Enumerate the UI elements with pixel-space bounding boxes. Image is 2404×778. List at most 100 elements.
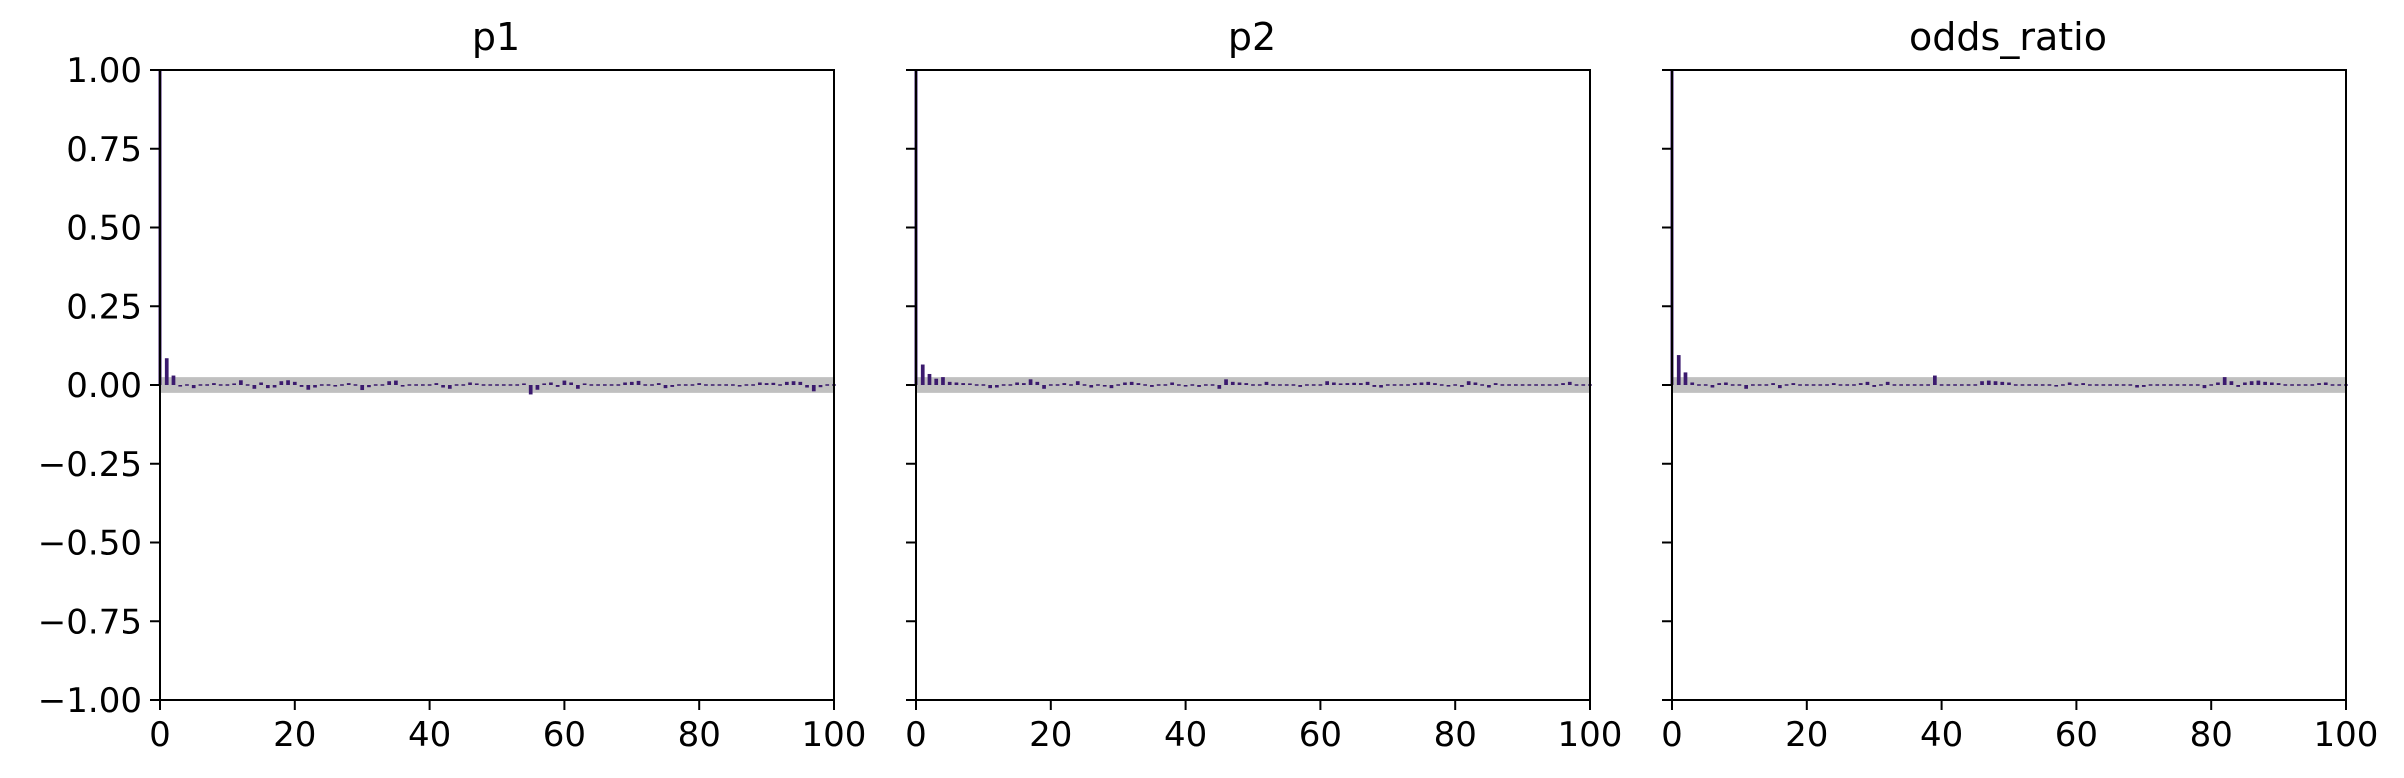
acf-bar [656,383,661,385]
acf-bar [1480,384,1485,386]
acf-bar [2067,382,2072,385]
acf-bar [1082,384,1087,386]
acf-bar [1933,375,1937,385]
acf-bar [515,384,520,386]
acf-bar [1986,380,1991,385]
y-tick-label: −1.00 [38,681,142,721]
acf-bar [941,377,945,385]
subplot-p1: p1 0 20 40 60 80 100 −1.00 −0.75 −0.50 −0.25 0.00 0… [38,15,867,755]
acf-bar [596,384,600,386]
acf-bar [731,384,735,386]
acf-bar [205,384,210,386]
acf-bar [313,385,317,388]
acf-bar [1460,385,1464,387]
acf-bar [2263,381,2267,385]
acf-bar [185,384,189,386]
acf-bar [1912,384,1917,386]
acf-bar [367,385,371,388]
acf-bar [1244,383,1249,385]
acf-bar [2135,385,2139,388]
acf-bar [2094,384,2099,386]
acf-bar [508,384,513,386]
acf-bar [2034,384,2038,386]
acf-bar [1831,383,1836,385]
acf-bar [710,384,715,386]
x-tick-label: 20 [1785,715,1828,755]
x-tick-label: 80 [678,715,721,755]
acf-bar [1453,384,1458,386]
acf-bar [481,384,486,386]
acf-bar [920,364,925,385]
acf-bar [1959,384,1964,386]
acf-bar [1818,384,1823,386]
acf-bar [784,381,789,385]
acf-bar [2189,384,2193,386]
acf-bar [825,384,830,386]
acf-bar [1271,384,1276,386]
acf-bar [704,384,708,386]
acf-bar [218,384,223,386]
acf-bar [447,385,452,389]
acf-bar [1048,384,1053,386]
acf-bar [2222,377,2227,385]
x-tick-label: 40 [1920,715,1963,755]
acf-bar [2229,381,2234,385]
acf-bar [2148,384,2153,386]
acf-bar [968,383,972,385]
acf-bar [1777,385,1782,389]
x-tick-label: 80 [2190,715,2233,755]
acf-bar [811,385,816,392]
acf-bar [1365,381,1370,385]
acf-bar [717,384,722,386]
acf-bar [1717,383,1722,385]
acf-bar [2040,384,2045,386]
acf-bar [1278,384,1282,386]
acf-bar [2121,384,2126,386]
y-tick-label: 0.75 [66,130,142,170]
acf-bar [292,381,297,385]
acf-bar [1035,381,1040,385]
acf-bar [468,382,472,385]
acf-bar [407,384,412,386]
acf-bar [1676,355,1681,385]
acf-bar [2195,384,2200,386]
acf-bar [1075,381,1080,385]
y-tick-label: 0.00 [66,366,142,406]
acf-bar [1042,385,1046,389]
acf-bar [1251,384,1255,386]
acf-bar [569,382,573,385]
acf-bar [2303,384,2308,386]
acf-bar [542,383,547,385]
acf-bar [1885,381,1890,385]
acf-bar [427,384,432,386]
acf-bar [272,385,277,388]
acf-bar [1879,384,1883,386]
acf-bar [2283,384,2288,386]
acf-bar [1540,384,1545,386]
acf-bar [2007,382,2011,385]
acf-bar [1574,384,1579,386]
acf-bar [1062,383,1067,385]
acf-bar [988,385,992,389]
acf-bar [798,381,803,385]
acf-bar [1514,384,1518,386]
subplot-title: p1 [472,15,520,59]
acf-bar [1567,381,1572,385]
acf-bar [1150,385,1154,387]
acf-bar [2175,384,2180,386]
acf-bar [1791,383,1796,385]
acf-bar [1224,379,1228,385]
acf-bar [2337,384,2342,386]
acf-bar [1426,381,1431,385]
acf-bar [1906,384,1910,386]
acf-bar [380,384,385,386]
acf-bar [198,384,203,386]
acf-bar [1798,384,1802,386]
acf-bar [239,380,243,385]
acf-bar [1500,384,1505,386]
acf-bar [1298,385,1303,387]
acf-bar [589,384,594,386]
acf-bar [2310,384,2315,386]
acf-bar [535,385,540,390]
acf-bar [1183,385,1188,387]
